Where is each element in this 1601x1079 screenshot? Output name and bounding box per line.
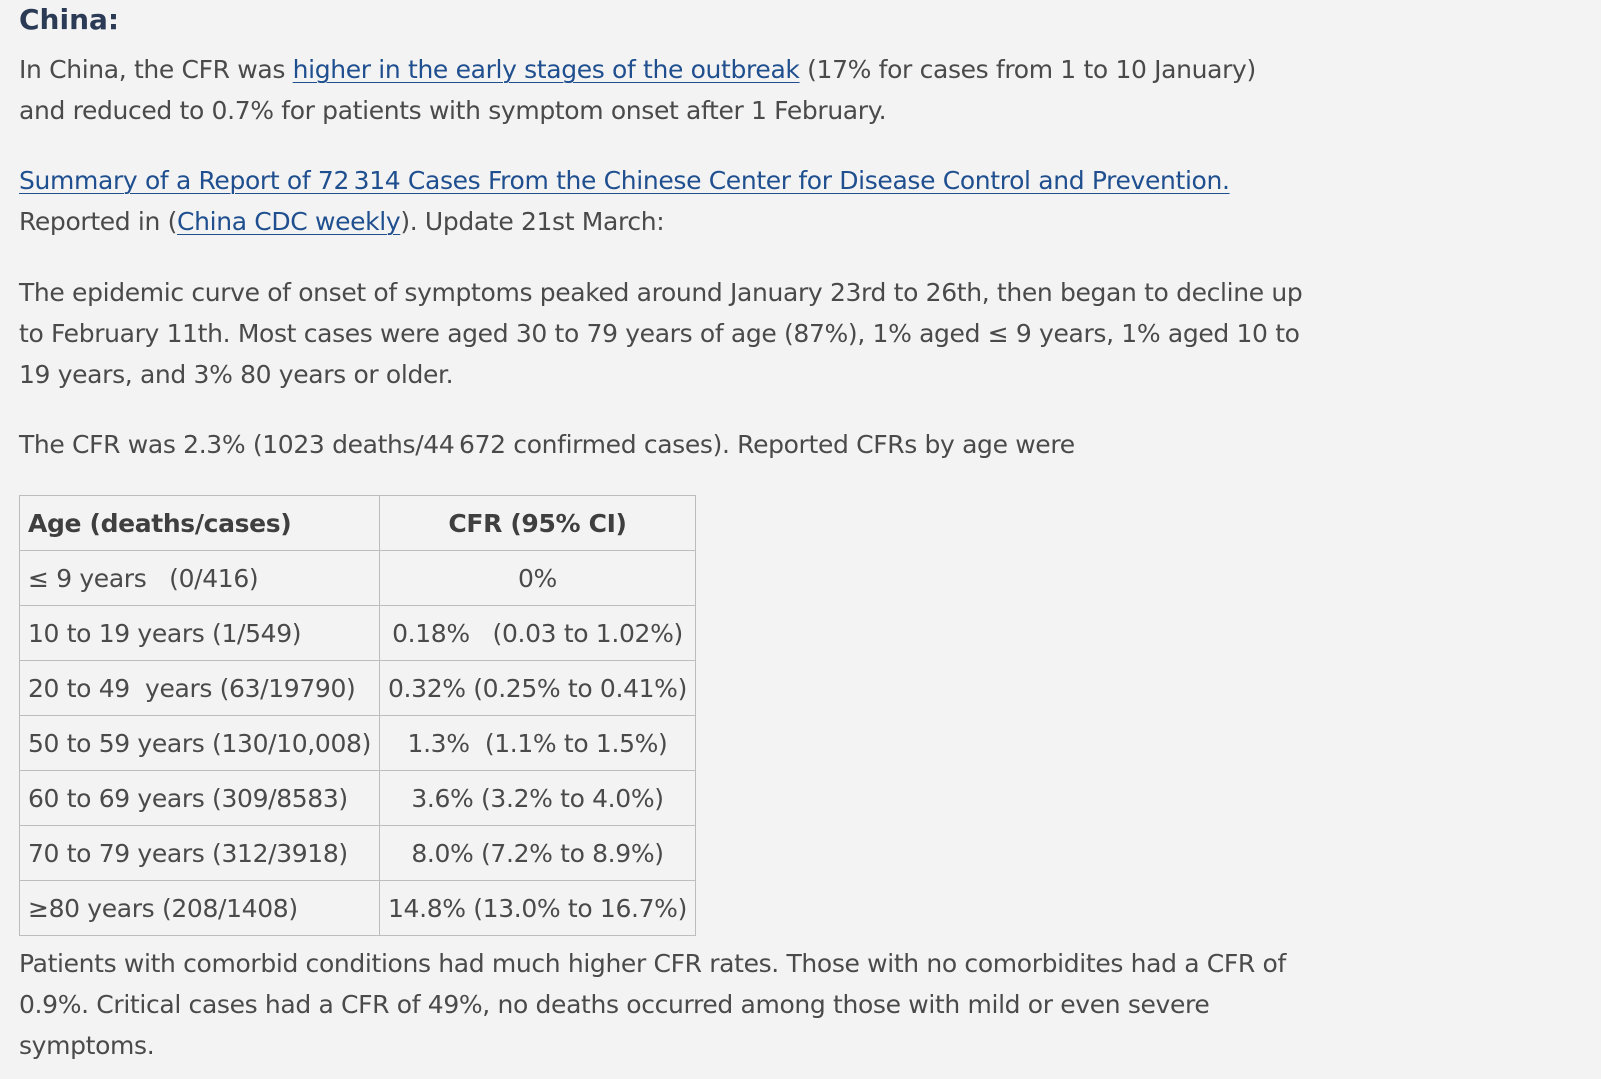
cell-age: 20 to 49 years (63/19790) — [19, 660, 380, 716]
section-heading: China: — [19, 3, 120, 36]
table-row: 20 to 49 years (63/19790) 0.32% (0.25% t… — [19, 660, 697, 716]
paragraph-text: In China, the CFR was — [19, 55, 293, 84]
cell-cfr: 1.3% (1.1% to 1.5%) — [378, 715, 697, 771]
cell-age: 60 to 69 years (309/8583) — [19, 770, 380, 826]
cell-cfr: 14.8% (13.0% to 16.7%) — [378, 880, 697, 936]
table-row: 70 to 79 years (312/3918) 8.0% (7.2% to … — [19, 825, 697, 881]
table-header-row: Age (deaths/cases) CFR (95% CI) — [19, 495, 697, 551]
paragraph-text: Reported in ( — [19, 207, 178, 236]
cell-age: 10 to 19 years (1/549) — [19, 605, 380, 661]
cell-age: 50 to 59 years (130/10,008) — [19, 715, 380, 771]
paragraph-overall-cfr: The CFR was 2.3% (1023 deaths/44 672 con… — [19, 430, 1075, 459]
cell-cfr: 8.0% (7.2% to 8.9%) — [378, 825, 697, 881]
cell-age: ≤ 9 years (0/416) — [19, 550, 380, 606]
table-row: 60 to 69 years (309/8583) 3.6% (3.2% to … — [19, 770, 697, 826]
table-row: ≥80 years (208/1408) 14.8% (13.0% to 16.… — [19, 880, 697, 936]
cell-age: ≥80 years (208/1408) — [19, 880, 380, 936]
column-header-age: Age (deaths/cases) — [19, 495, 380, 551]
cell-cfr: 0.32% (0.25% to 0.41%) — [378, 660, 697, 716]
link-report-summary[interactable]: Summary of a Report of 72 314 Cases From… — [19, 166, 1230, 195]
cell-age: 70 to 79 years (312/3918) — [19, 825, 380, 881]
paragraph-text: (17% for cases from 1 to 10 January) and… — [19, 55, 1256, 125]
column-header-cfr: CFR (95% CI) — [378, 495, 697, 551]
table-row: ≤ 9 years (0/416) 0% — [19, 550, 697, 606]
link-china-cdc-weekly[interactable]: China CDC weekly — [177, 207, 401, 236]
cell-cfr: 0.18% (0.03 to 1.02%) — [378, 605, 697, 661]
cell-cfr: 0% — [378, 550, 697, 606]
table-row: 50 to 59 years (130/10,008) 1.3% (1.1% t… — [19, 715, 697, 771]
link-early-stages[interactable]: higher in the early stages of the outbre… — [292, 55, 800, 84]
paragraph-epidemic-curve: The epidemic curve of onset of symptoms … — [19, 278, 1303, 389]
paragraph-text: ). Update 21st March: — [400, 207, 665, 236]
paragraph-report-summary: Summary of a Report of 72 314 Cases From… — [19, 160, 1309, 242]
paragraph-comorbidities: Patients with comorbid conditions had mu… — [19, 949, 1286, 1060]
table-row: 10 to 19 years (1/549) 0.18% (0.03 to 1.… — [19, 605, 697, 661]
cfr-by-age-table: Age (deaths/cases) CFR (95% CI) ≤ 9 year… — [19, 495, 697, 936]
paragraph-early-cfr: In China, the CFR was higher in the earl… — [19, 49, 1309, 131]
cell-cfr: 3.6% (3.2% to 4.0%) — [378, 770, 697, 826]
